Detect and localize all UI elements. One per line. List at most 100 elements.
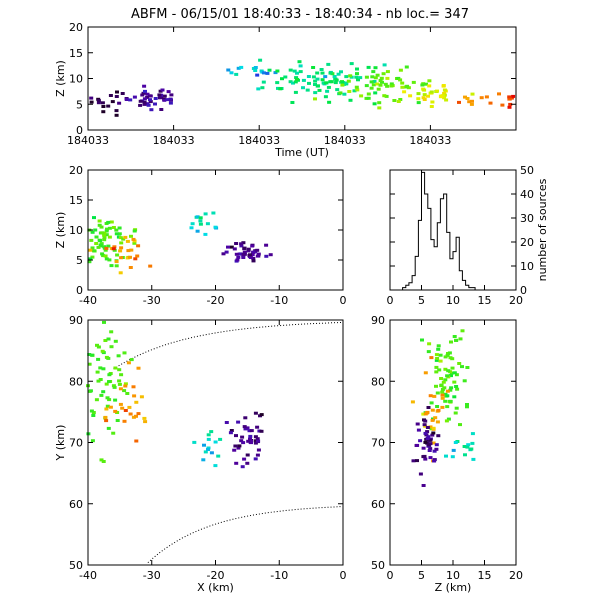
source-point	[165, 98, 170, 102]
source-point	[229, 245, 234, 249]
source-point	[372, 102, 377, 106]
source-point	[311, 66, 316, 69]
source-point	[239, 244, 244, 248]
source-point	[425, 437, 430, 440]
source-point	[119, 256, 124, 260]
source-point	[426, 443, 431, 447]
source-point	[134, 439, 139, 443]
source-point	[238, 252, 243, 256]
source-point	[198, 222, 203, 226]
source-point	[90, 439, 95, 443]
source-point	[257, 429, 262, 433]
source-point	[450, 366, 455, 370]
source-point	[445, 405, 450, 409]
axes-frame	[389, 319, 517, 566]
source-point	[253, 411, 258, 415]
source-point	[169, 93, 174, 97]
source-point	[440, 396, 445, 400]
x-tick-label: 20	[509, 569, 523, 582]
source-point	[148, 94, 153, 98]
source-point	[416, 101, 421, 105]
x-tick-label: 15	[478, 294, 492, 307]
source-point	[328, 80, 333, 84]
source-point	[145, 92, 150, 96]
source-point	[306, 75, 311, 78]
source-point	[88, 257, 93, 261]
source-point	[159, 108, 164, 111]
source-point	[111, 247, 116, 251]
source-point	[377, 106, 382, 110]
source-point	[255, 248, 260, 252]
source-point	[241, 241, 246, 245]
source-point	[256, 439, 261, 443]
source-point	[255, 254, 260, 258]
x-tick-label: -40	[79, 294, 97, 307]
source-point	[354, 85, 359, 89]
source-point	[248, 256, 253, 259]
source-point	[444, 419, 449, 423]
source-point	[358, 76, 363, 80]
source-point	[443, 399, 448, 403]
source-point	[119, 246, 124, 250]
source-point	[239, 439, 244, 443]
source-point	[389, 82, 394, 86]
source-point	[370, 75, 375, 79]
source-point	[94, 235, 99, 239]
source-point	[430, 418, 435, 422]
source-point	[366, 96, 371, 100]
source-point	[251, 250, 256, 254]
source-point	[146, 103, 151, 107]
source-point	[102, 233, 107, 237]
source-point	[190, 222, 195, 226]
source-point	[264, 243, 269, 247]
source-point	[348, 98, 353, 102]
source-point	[446, 369, 451, 373]
source-point	[265, 71, 270, 75]
source-point	[195, 215, 200, 219]
source-point	[311, 75, 316, 79]
x-tick-label: 10	[446, 569, 460, 582]
source-point	[292, 69, 297, 73]
source-point	[426, 406, 431, 409]
source-point	[256, 448, 261, 452]
source-point	[159, 96, 164, 99]
source-point	[153, 102, 157, 106]
source-point	[98, 239, 103, 243]
source-point	[89, 96, 94, 100]
source-point	[258, 58, 263, 62]
source-point	[107, 398, 112, 402]
source-point	[118, 402, 123, 406]
source-point	[373, 76, 378, 80]
source-point	[236, 255, 241, 259]
source-point	[136, 244, 141, 248]
source-point	[422, 93, 427, 97]
x-tick-label: -40	[79, 569, 97, 582]
source-point	[247, 429, 252, 433]
source-point	[106, 337, 111, 341]
source-point	[120, 406, 125, 410]
source-point	[326, 85, 331, 89]
source-point	[423, 457, 428, 461]
axes-frame	[87, 26, 517, 131]
source-point	[436, 408, 441, 412]
source-point	[241, 256, 246, 259]
source-point	[125, 392, 130, 395]
source-point	[421, 484, 426, 487]
source-point	[445, 389, 450, 393]
source-point	[116, 354, 121, 358]
source-point	[102, 231, 107, 235]
source-point	[335, 88, 340, 92]
source-point	[316, 84, 320, 88]
source-point	[392, 99, 397, 102]
source-point	[435, 405, 440, 408]
source-point	[454, 385, 459, 388]
source-point	[126, 361, 131, 365]
source-point	[452, 335, 457, 338]
source-point	[438, 359, 443, 363]
source-point	[132, 241, 137, 245]
source-point	[126, 249, 131, 253]
source-point	[320, 71, 325, 75]
source-point	[439, 377, 444, 380]
source-point	[138, 103, 143, 107]
source-point	[104, 233, 109, 237]
